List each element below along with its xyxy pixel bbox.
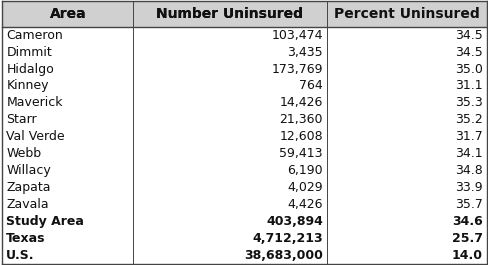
Text: 764: 764: [299, 80, 322, 92]
Text: 34.5: 34.5: [454, 46, 482, 59]
Text: 34.8: 34.8: [454, 164, 482, 177]
Text: Number Uninsured: Number Uninsured: [156, 7, 303, 21]
Text: 4,029: 4,029: [286, 181, 322, 194]
Text: 35.2: 35.2: [454, 113, 482, 126]
Text: Val Verde: Val Verde: [6, 130, 65, 143]
Text: Hidalgo: Hidalgo: [6, 63, 54, 76]
Text: 35.7: 35.7: [454, 198, 482, 211]
Text: Area: Area: [49, 7, 86, 21]
Text: 31.7: 31.7: [454, 130, 482, 143]
Text: 103,474: 103,474: [271, 29, 322, 42]
Text: Study Area: Study Area: [6, 215, 84, 228]
Text: 34.6: 34.6: [451, 215, 482, 228]
Text: Webb: Webb: [6, 147, 41, 160]
Text: Area: Area: [49, 7, 86, 21]
Text: 173,769: 173,769: [271, 63, 322, 76]
Text: 21,360: 21,360: [279, 113, 322, 126]
Text: 38,683,000: 38,683,000: [244, 249, 322, 262]
Text: 403,894: 403,894: [265, 215, 322, 228]
Text: 25.7: 25.7: [451, 232, 482, 245]
Text: 59,413: 59,413: [279, 147, 322, 160]
Text: 12,608: 12,608: [279, 130, 322, 143]
Text: 35.3: 35.3: [454, 96, 482, 109]
Text: Cameron: Cameron: [6, 29, 63, 42]
Text: 14.0: 14.0: [451, 249, 482, 262]
Text: 31.1: 31.1: [454, 80, 482, 92]
Text: Number Uninsured: Number Uninsured: [156, 7, 303, 21]
Text: Zapata: Zapata: [6, 181, 51, 194]
Text: 3,435: 3,435: [286, 46, 322, 59]
Text: 33.9: 33.9: [454, 181, 482, 194]
Text: Kinney: Kinney: [6, 80, 49, 92]
Text: 14,426: 14,426: [279, 96, 322, 109]
Text: 4,712,213: 4,712,213: [252, 232, 322, 245]
Text: 34.5: 34.5: [454, 29, 482, 42]
Text: Zavala: Zavala: [6, 198, 49, 211]
Text: Willacy: Willacy: [6, 164, 51, 177]
Text: Percent Uninsured: Percent Uninsured: [333, 7, 479, 21]
Bar: [2, 1, 486, 27]
Text: Dimmit: Dimmit: [6, 46, 52, 59]
Text: 4,426: 4,426: [287, 198, 322, 211]
Text: 34.1: 34.1: [454, 147, 482, 160]
Text: Starr: Starr: [6, 113, 37, 126]
Text: 35.0: 35.0: [454, 63, 482, 76]
Text: 6,190: 6,190: [286, 164, 322, 177]
Text: Texas: Texas: [6, 232, 46, 245]
Text: U.S.: U.S.: [6, 249, 35, 262]
Text: Maverick: Maverick: [6, 96, 63, 109]
